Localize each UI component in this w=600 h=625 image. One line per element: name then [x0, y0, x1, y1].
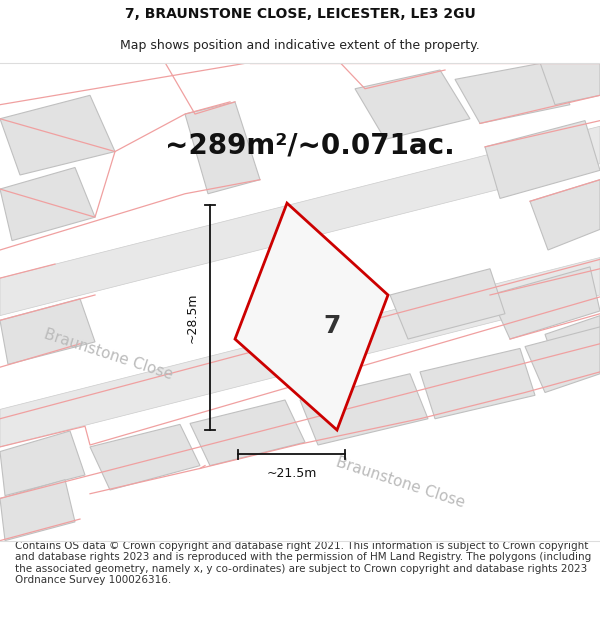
Polygon shape	[0, 299, 95, 364]
Polygon shape	[0, 431, 85, 496]
Polygon shape	[0, 480, 75, 541]
Text: ~289m²/~0.071ac.: ~289m²/~0.071ac.	[165, 131, 455, 159]
Text: 7: 7	[323, 314, 340, 338]
Text: Braunstone Close: Braunstone Close	[41, 327, 175, 383]
Polygon shape	[185, 102, 260, 194]
Polygon shape	[90, 424, 200, 490]
Polygon shape	[490, 267, 600, 339]
Polygon shape	[190, 400, 305, 466]
Text: 7, BRAUNSTONE CLOSE, LEICESTER, LE3 2GU: 7, BRAUNSTONE CLOSE, LEICESTER, LE3 2GU	[125, 7, 475, 21]
Polygon shape	[420, 349, 535, 419]
Polygon shape	[300, 374, 428, 445]
Polygon shape	[355, 70, 470, 139]
Polygon shape	[485, 121, 600, 199]
Text: Braunstone Close: Braunstone Close	[334, 454, 466, 511]
Text: ~28.5m: ~28.5m	[185, 292, 199, 342]
Polygon shape	[540, 62, 600, 104]
Polygon shape	[530, 180, 600, 250]
Polygon shape	[525, 327, 600, 392]
Polygon shape	[545, 316, 600, 376]
Polygon shape	[390, 269, 505, 339]
Polygon shape	[0, 168, 95, 241]
Polygon shape	[455, 62, 570, 124]
Polygon shape	[0, 126, 600, 316]
Text: Contains OS data © Crown copyright and database right 2021. This information is : Contains OS data © Crown copyright and d…	[15, 541, 591, 586]
Text: Map shows position and indicative extent of the property.: Map shows position and indicative extent…	[120, 39, 480, 51]
Text: ~21.5m: ~21.5m	[266, 467, 317, 479]
Polygon shape	[235, 203, 388, 430]
Polygon shape	[0, 95, 115, 175]
Polygon shape	[0, 258, 600, 447]
